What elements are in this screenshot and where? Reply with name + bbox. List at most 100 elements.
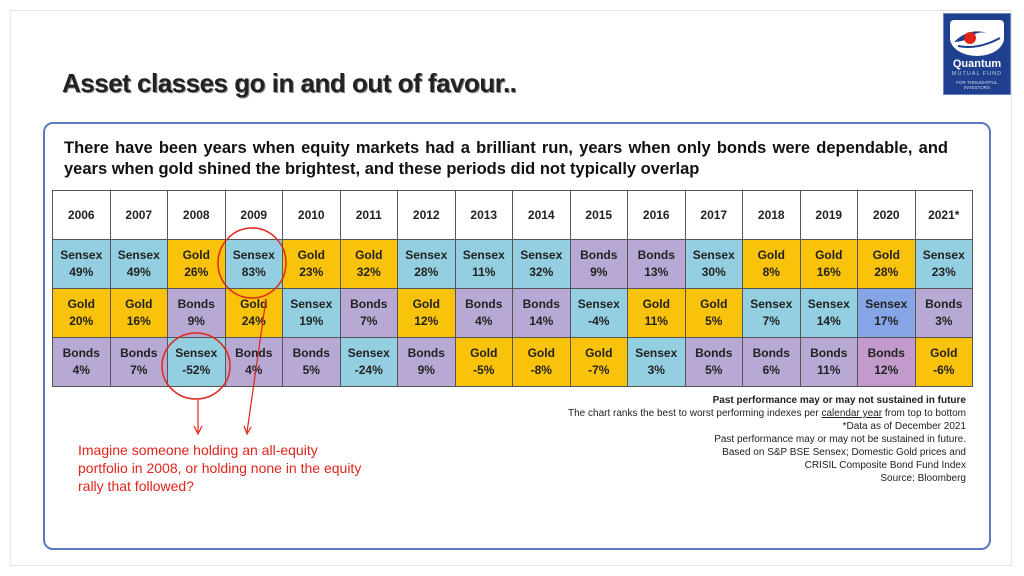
cell-return: -5% (473, 363, 495, 377)
cell-asset: Sensex (117, 248, 160, 262)
table-cell: Sensex 83% (224, 239, 283, 289)
footnote-data-date: *Data as of December 2021 (842, 421, 966, 432)
table-cell: Sensex 7% (742, 288, 801, 338)
footnote-disclaimer-bold: Past performance may or may not sustaine… (712, 395, 966, 406)
table-cell: Bonds 4% (224, 337, 283, 387)
cell-return: 7% (762, 314, 780, 328)
table-cell: Sensex 3% (627, 337, 686, 387)
cell-asset: Gold (297, 248, 325, 262)
cell-return: -4% (588, 314, 610, 328)
year-header: 2007 (109, 190, 168, 240)
cell-return: 49% (126, 265, 151, 279)
cell-asset: Gold (585, 346, 613, 360)
table-cell: Bonds 7% (109, 337, 168, 387)
table-cell: Sensex 14% (799, 288, 858, 338)
year-header: 2021* (914, 190, 973, 240)
ranking-body: Sensex 49% Sensex 49% Gold 26% Sensex 83% Gold 23… (52, 239, 973, 387)
cell-asset: Bonds (292, 346, 330, 360)
year-header: 2009 (224, 190, 283, 240)
year-header: 2014 (512, 190, 571, 240)
cell-return: 9% (590, 265, 608, 279)
cell-asset: Sensex (577, 297, 620, 311)
logo-emblem-icon (950, 20, 1004, 56)
rank-row-2: Gold 20% Gold 16% Bonds 9% Gold 24% Sensex 19% Bon… (52, 288, 973, 338)
table-cell: Sensex 17% (857, 288, 916, 338)
cell-asset: Sensex (232, 248, 275, 262)
cell-asset: Gold (642, 297, 670, 311)
cell-asset: Bonds (62, 346, 100, 360)
cell-return: 6% (762, 363, 780, 377)
cell-asset: Bonds (637, 248, 675, 262)
cell-asset: Bonds (177, 297, 215, 311)
year-header: 2013 (454, 190, 513, 240)
cell-return: -7% (588, 363, 610, 377)
cell-return: -24% (354, 363, 383, 377)
cell-return: 17% (874, 314, 899, 328)
cell-return: 5% (302, 363, 320, 377)
cell-return: 16% (126, 314, 151, 328)
table-cell: Bonds 11% (799, 337, 858, 387)
cell-asset: Sensex (60, 248, 103, 262)
cell-asset: Bonds (867, 346, 905, 360)
cell-asset: Sensex (635, 346, 678, 360)
slide-frame (10, 10, 1012, 566)
cell-return: 7% (130, 363, 148, 377)
table-cell: Sensex 28% (397, 239, 456, 289)
year-header: 2006 (52, 190, 111, 240)
table-cell: Gold 16% (799, 239, 858, 289)
cell-asset: Sensex (807, 297, 850, 311)
cell-return: 16% (816, 265, 841, 279)
year-header-row: 2006 2007 2008 2009 2010 2011 2012 2013 2014 2015… (52, 190, 973, 240)
cell-asset: Gold (527, 346, 555, 360)
cell-return: 5% (705, 363, 723, 377)
rank-row-3: Bonds 4% Bonds 7% Sensex -52% Bonds 4% Bonds 5% Se… (52, 337, 973, 387)
table-cell: Bonds 12% (857, 337, 916, 387)
cell-asset: Gold (412, 297, 440, 311)
cell-return: 12% (874, 363, 899, 377)
table-cell: Gold -7% (569, 337, 628, 387)
table-cell: Gold 20% (52, 288, 111, 338)
cell-asset: Sensex (750, 297, 793, 311)
page-title: Asset classes go in and out of favour.. (62, 68, 517, 98)
cell-return: -52% (182, 363, 211, 377)
cell-asset: Bonds (120, 346, 158, 360)
quantum-logo: Quantum MUTUAL FUND FOR THOUGHTFUL INVES… (943, 13, 1011, 95)
year-header: 2011 (339, 190, 398, 240)
cell-return: 14% (816, 314, 841, 328)
cell-return: 24% (241, 314, 266, 328)
table-cell: Gold 24% (224, 288, 283, 338)
cell-return: 23% (931, 265, 956, 279)
cell-asset: Bonds (925, 297, 963, 311)
cell-asset: Gold (700, 297, 728, 311)
cell-asset: Gold (125, 297, 153, 311)
table-cell: Gold 8% (742, 239, 801, 289)
cell-asset: Sensex (922, 248, 965, 262)
logo-brand: Quantum (952, 58, 1002, 70)
year-header: 2017 (684, 190, 743, 240)
year-header: 2008 (167, 190, 226, 240)
table-cell: Sensex 11% (454, 239, 513, 289)
cell-return: 49% (69, 265, 94, 279)
table-cell: Bonds 3% (914, 288, 973, 338)
cell-asset: Bonds (752, 346, 790, 360)
cell-return: 83% (241, 265, 266, 279)
cell-asset: Bonds (350, 297, 388, 311)
table-cell: Sensex -24% (339, 337, 398, 387)
table-cell: Gold 28% (857, 239, 916, 289)
table-cell: Gold 12% (397, 288, 456, 338)
footnote-sources-1: Based on S&P BSE Sensex; Domestic Gold p… (722, 447, 966, 458)
cell-asset: Sensex (692, 248, 735, 262)
cell-asset: Bonds (235, 346, 273, 360)
callout-text: Imagine someone holding an all-equity po… (78, 442, 362, 494)
cell-asset: Gold (182, 248, 210, 262)
cell-asset: Sensex (175, 346, 218, 360)
footnote-sources-2: CRISIL Composite Bond Fund Index (804, 460, 966, 471)
cell-return: 19% (299, 314, 324, 328)
cell-asset: Sensex (290, 297, 333, 311)
table-cell: Bonds 13% (627, 239, 686, 289)
footnotes: Past performance may or may not sustaine… (568, 394, 966, 485)
cell-asset: Gold (470, 346, 498, 360)
table-cell: Bonds 9% (569, 239, 628, 289)
year-header: 2018 (742, 190, 801, 240)
table-cell: Sensex 32% (512, 239, 571, 289)
